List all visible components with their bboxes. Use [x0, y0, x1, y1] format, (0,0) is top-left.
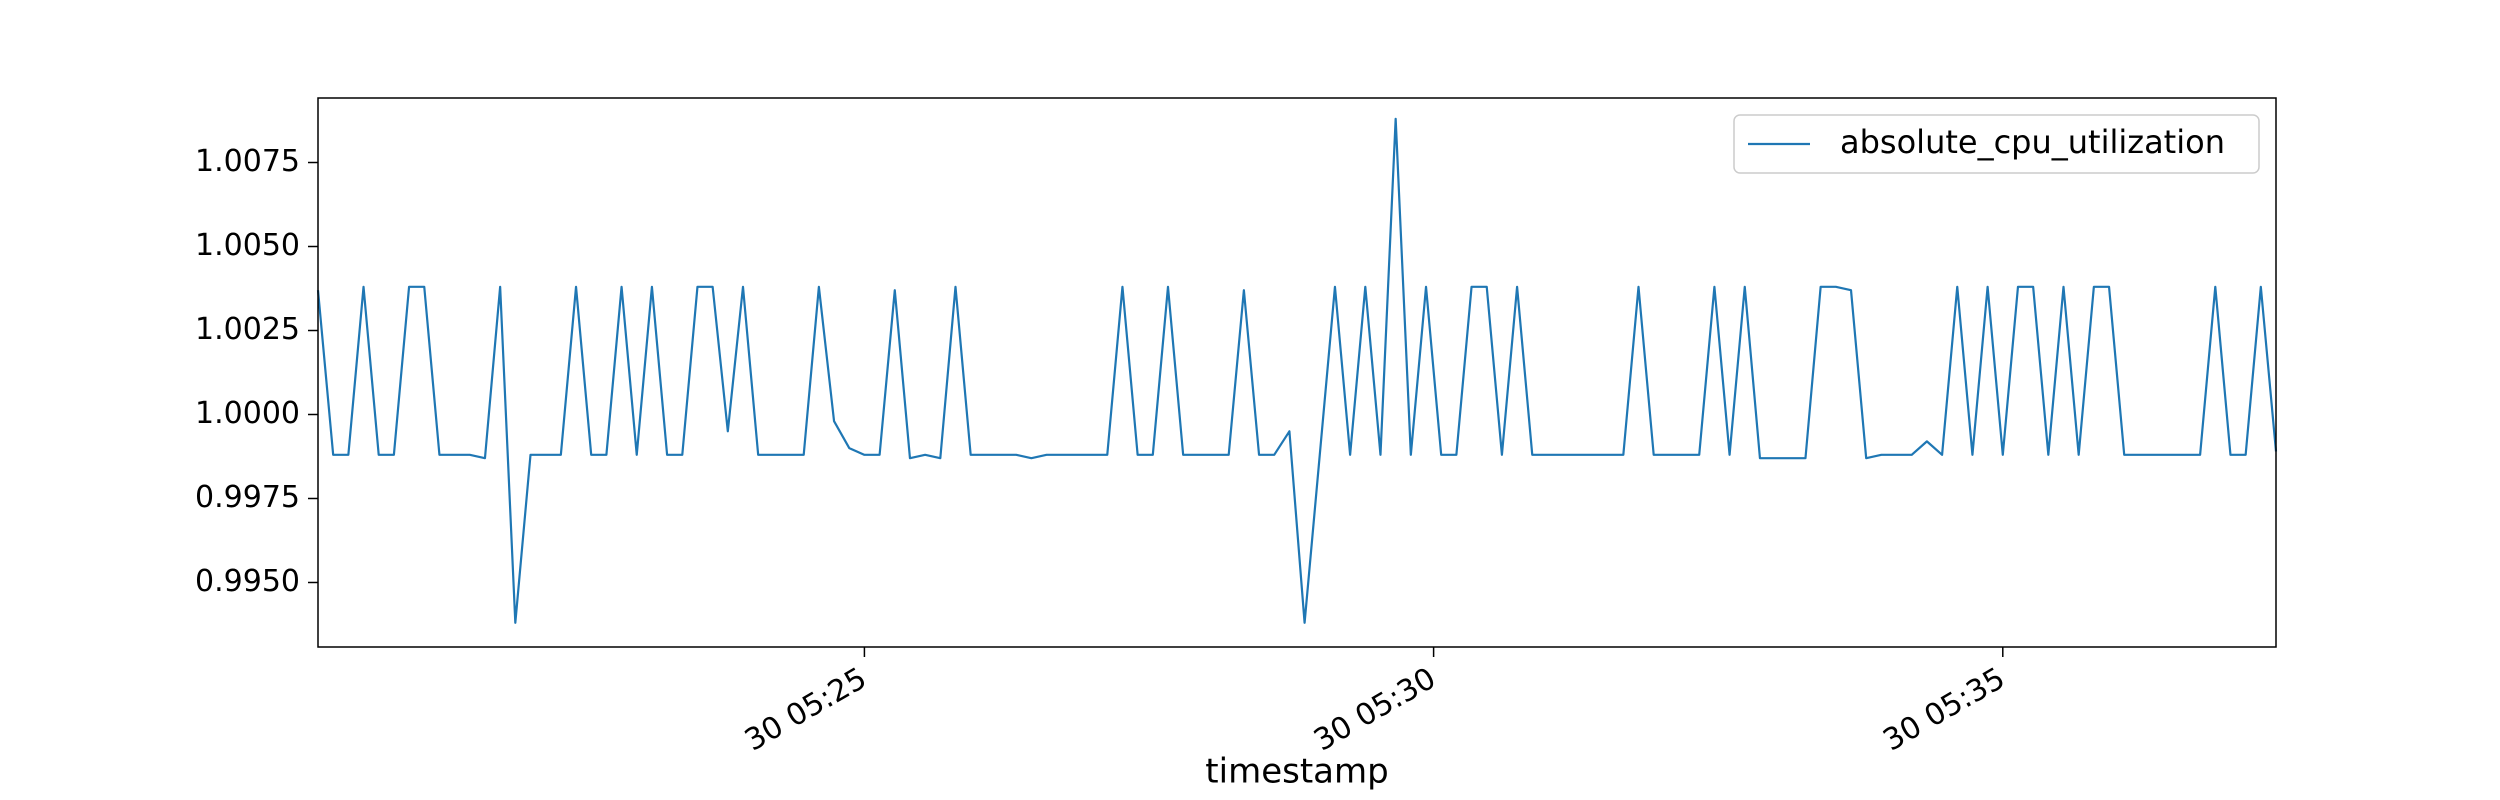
- y-tick-label: 1.0000: [195, 396, 300, 431]
- legend-label: absolute_cpu_utilization: [1840, 123, 2225, 161]
- y-tick-label: 1.0050: [195, 228, 300, 263]
- legend-box: [1733, 114, 2260, 174]
- plot-frame: [317, 97, 2277, 648]
- y-tick-label: 1.0025: [195, 312, 300, 347]
- data-line: [316, 117, 2278, 624]
- y-tick-label: 1.0075: [195, 144, 300, 179]
- y-tick-label: 0.9950: [195, 564, 300, 599]
- y-tick-label: 0.9975: [195, 480, 300, 515]
- x-axis-label: timestamp: [1205, 752, 1388, 792]
